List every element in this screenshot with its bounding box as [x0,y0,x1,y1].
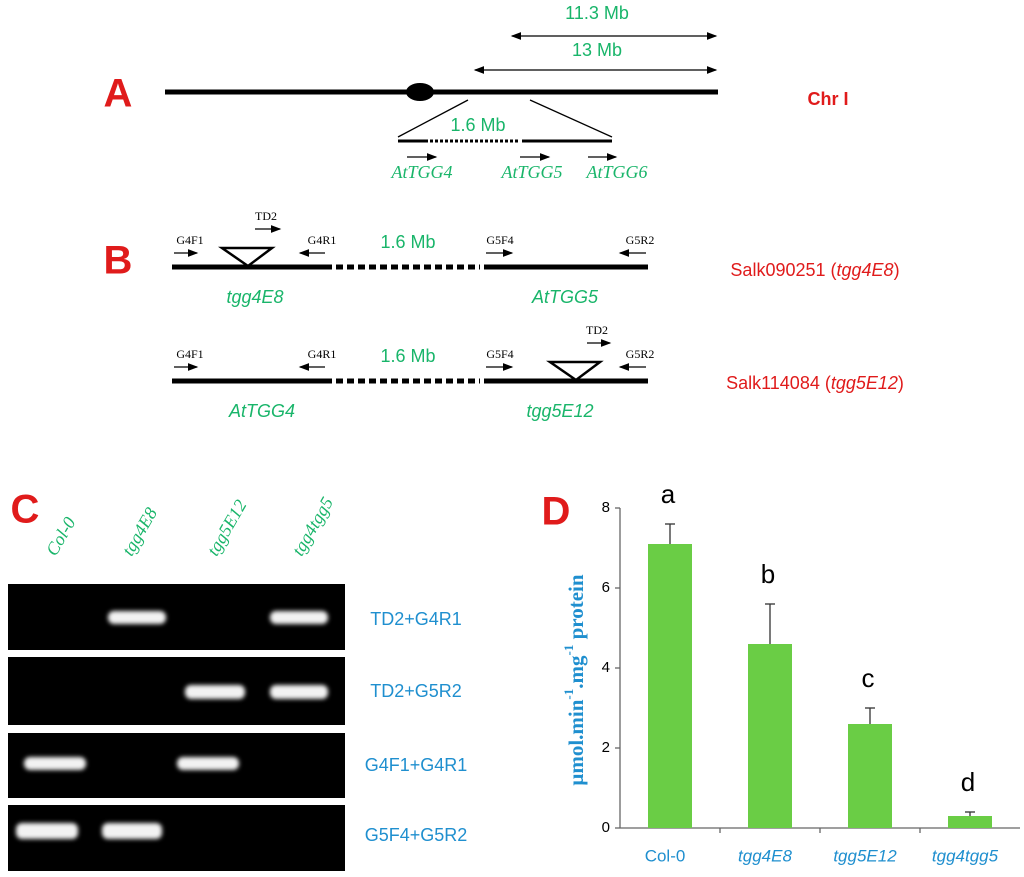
zoom-line [397,99,469,138]
gel-band [270,685,328,699]
gel-band [24,757,86,770]
distance-label: 11.3 Mb [565,3,629,23]
bar [948,816,992,828]
y-label-part: μmol.min [564,699,588,785]
bar [648,544,692,828]
line-close: ) [894,260,900,280]
x-tick-label: tgg4E8 [738,846,792,865]
panel-label: B [104,239,133,283]
lane-label: tgg4tgg5 [288,494,337,559]
primer-pair-label: TD2+G5R2 [370,681,462,701]
primer-label: G5R2 [626,233,655,247]
panel-label: D [542,490,571,534]
y-axis-label: μmol.min-1.mg-1 protein [561,574,588,785]
x-tick-label: tgg5E12 [833,846,897,865]
t-dna-insert [545,360,604,382]
annotation: a [661,479,676,509]
y-label-part: protein [564,574,588,645]
line-name: Salk114084 ( [726,373,831,393]
bar [748,644,792,828]
y-label-sup: -1 [561,645,576,656]
gel-band [270,611,328,624]
gene-label: AtTGG4 [228,401,295,421]
lane-label: Col-0 [42,514,80,560]
primer-label: TD2 [255,209,277,223]
y-label-part: .mg [564,655,588,689]
line-allele: tgg4E8 [837,260,894,280]
primer-label: G4R1 [308,233,337,247]
primer-label: G5F4 [486,347,513,361]
primer-pair-label: G4F1+G4R1 [365,755,468,775]
distance-label: 1.6 Mb [380,232,435,252]
gel-band [102,823,162,839]
gene-label: AtTGG6 [585,162,647,182]
gel-band [185,685,245,699]
primer-label: G5F4 [486,233,513,247]
annotation: d [961,767,975,797]
panel-label: C [11,488,40,532]
y-tick-label: 4 [602,659,610,676]
t-dna-insert [217,246,276,268]
primer-label: G4R1 [308,347,337,361]
primer-label: G5R2 [626,347,655,361]
gene-label: tgg4E8 [226,287,283,307]
gel-band [177,757,239,770]
gene-label: tgg5E12 [526,401,593,421]
primer-label: G4F1 [176,347,203,361]
primer-pair-label: G5F4+G5R2 [365,825,468,845]
y-tick-label: 0 [602,819,610,836]
panel-d: D μmol.min-1.mg-1 protein 02468Col-0atgg… [542,479,1020,865]
bar [848,724,892,828]
x-tick-label: Col-0 [645,846,686,865]
line-close: ) [898,373,904,393]
annotation: c [862,663,875,693]
panel-c: C Col-0 tgg4E8 tgg5E12 tgg4tgg5 TD2+G4R1… [8,488,467,871]
line-allele: tgg5E12 [831,373,898,393]
centromere [406,83,434,101]
line-name: Salk090251 ( [730,260,836,280]
y-tick-label: 6 [602,579,610,596]
primer-pair-label: TD2+G4R1 [370,609,462,629]
y-label-sup: -1 [561,689,576,700]
line-label: Salk090251 (tgg4E8) [730,260,899,280]
distance-label: 1.6 Mb [380,346,435,366]
gene-label: AtTGG5 [531,287,599,307]
line-label: Salk114084 (tgg5E12) [726,373,904,393]
gene-label: AtTGG4 [390,162,452,182]
primer-label: TD2 [586,323,608,337]
annotation: b [761,559,775,589]
y-tick-label: 2 [602,739,610,756]
lane-label: tgg5E12 [203,496,251,559]
lane-label: tgg4E8 [118,504,161,559]
zoom-line [529,99,613,138]
panel-b: B G4F1 TD2 G4R1 G5F4 G5R2 1.6 Mb tgg4E8 … [104,209,904,421]
distance-label: 13 Mb [572,40,622,60]
gene-label: AtTGG5 [500,162,562,182]
gel-band [16,823,78,839]
chromosome-label: Chr I [807,89,848,109]
gel-band [108,611,166,624]
panel-label: A [104,72,133,116]
y-tick-label: 8 [602,499,610,516]
x-tick-label: tgg4tgg5 [932,846,999,865]
distance-label: 1.6 Mb [450,115,505,135]
primer-label: G4F1 [176,233,203,247]
panel-a: A Chr I 11.3 Mb 13 Mb 1.6 Mb AtTGG4 AtTG… [104,3,849,182]
